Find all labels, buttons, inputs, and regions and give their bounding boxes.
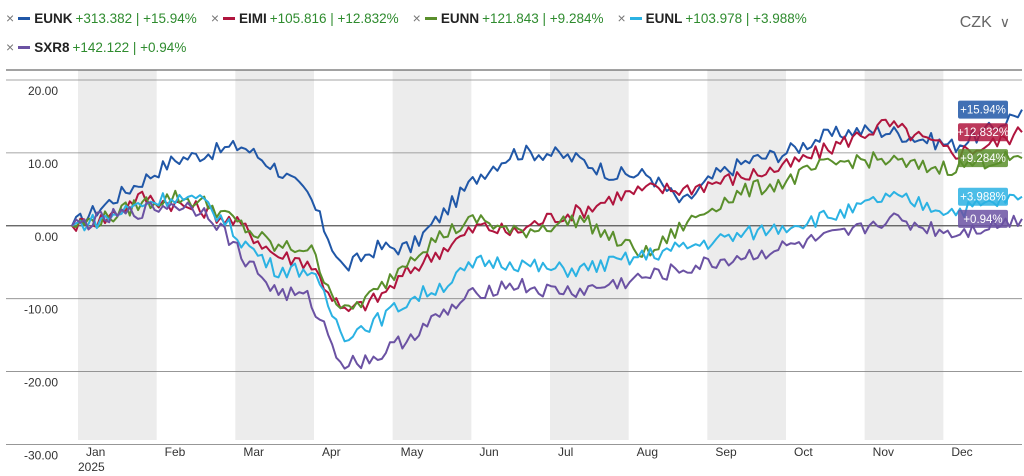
end-badge-label: +12.832% (957, 127, 1009, 139)
y-tick-label: 0.00 (35, 230, 59, 244)
month-band (550, 70, 629, 440)
legend-series-value: +105.816 | +12.832% (269, 11, 399, 26)
legend-swatch (18, 16, 31, 20)
chevron-down-icon: ∨ (999, 14, 1010, 30)
legend-series-name: EUNN (440, 11, 480, 26)
legend-item-eimi: × EIMI +105.816 | +12.832% (211, 4, 399, 33)
series-line-eunl (71, 190, 1023, 343)
end-badge-eunn: +9.284% (958, 149, 1008, 168)
series-line-eimi (71, 118, 1023, 313)
y-tick-label: -10.00 (24, 303, 58, 317)
x-axis-labels: Jan Feb Mar Apr May Jun Jul Aug Sep Oct Nov Dec 2025 (78, 445, 973, 474)
currency-label: CZK (959, 14, 992, 31)
end-badge-label: +0.94% (963, 214, 1002, 226)
end-badge-eunl: +3.988% (958, 187, 1008, 206)
currency-selector[interactable]: CZK ∨ (960, 14, 1010, 32)
remove-series-icon[interactable]: × (617, 10, 626, 26)
legend-item-sxr8: × SXR8 +142.122 | +0.94% (6, 33, 186, 62)
legend-item-eunn: × EUNN +121.843 | +9.284% (413, 4, 604, 33)
x-tick-label: Dec (951, 445, 972, 459)
x-tick-label: Jul (558, 445, 573, 459)
series-line-eunk (71, 109, 1023, 272)
legend-series-name: SXR8 (34, 40, 70, 55)
chart-legend: × EUNK +313.382 | +15.94% × EIMI +105.816 | +… (6, 4, 946, 62)
legend-series-value: +313.382 | +15.94% (75, 11, 197, 26)
remove-series-icon[interactable]: × (210, 10, 220, 26)
legend-swatch (223, 16, 236, 20)
y-tick-label: -30.00 (24, 448, 58, 462)
legend-swatch (18, 45, 31, 49)
y-tick-label: -20.00 (24, 376, 58, 390)
end-badge-label: +15.94% (960, 105, 1006, 117)
end-badge-bg (958, 187, 1008, 206)
x-tick-label: Mar (243, 445, 264, 459)
series-line-eunn (71, 150, 1023, 310)
legend-swatch (424, 16, 437, 20)
x-tick-label: Aug (637, 445, 658, 459)
month-band (392, 70, 472, 440)
legend-item-eunk: × EUNK +313.382 | +15.94% (6, 4, 197, 33)
end-badge-sxr8: +0.94% (958, 209, 1008, 228)
series-lines (71, 109, 1023, 370)
end-badge-bg (958, 100, 1008, 119)
remove-series-icon[interactable]: × (6, 39, 15, 55)
legend-swatch (629, 16, 642, 20)
legend-series-name: EUNL (645, 11, 683, 26)
legend-series-name: EIMI (239, 11, 267, 26)
legend-series-value: +103.978 | +3.988% (685, 11, 807, 26)
y-tick-label: 10.00 (28, 157, 58, 171)
x-tick-label: Nov (873, 445, 894, 459)
end-badge-bg (958, 149, 1008, 168)
x-tick-label: Feb (165, 445, 186, 459)
series-line-sxr8 (71, 201, 1023, 370)
x-tick-label: May (401, 445, 424, 459)
y-tick-label: 20.00 (28, 84, 58, 98)
month-band (78, 70, 157, 440)
end-badge-label: +3.988% (960, 192, 1006, 204)
x-year-label: 2025 (78, 460, 105, 474)
remove-series-icon[interactable]: × (6, 10, 15, 26)
x-tick-label: Sep (715, 445, 737, 459)
end-badge-eimi: +12.832% (957, 123, 1009, 142)
x-tick-label: Apr (322, 445, 341, 459)
month-bands (78, 70, 944, 440)
y-axis-labels: 20.00 10.00 0.00 -10.00 -20.00 -30.00 (24, 84, 58, 462)
end-badge-bg (958, 123, 1008, 142)
x-tick-label: Oct (794, 445, 813, 459)
end-badge-bg (958, 209, 1008, 228)
end-badge-label: +9.284% (960, 153, 1006, 165)
legend-series-name: EUNK (34, 11, 73, 26)
remove-series-icon[interactable]: × (412, 10, 421, 26)
x-tick-label: Jun (479, 445, 498, 459)
legend-item-eunl: × EUNL +103.978 | +3.988% (617, 4, 806, 33)
end-value-badges: +15.94% +12.832% +9.284% +3.988% +0.94% (957, 100, 1009, 228)
x-tick-label: Jan (86, 445, 105, 459)
legend-series-value: +121.843 | +9.284% (482, 11, 604, 26)
legend-series-value: +142.122 | +0.94% (72, 40, 187, 55)
end-badge-eunk: +15.94% (958, 100, 1008, 119)
month-band (864, 70, 944, 440)
